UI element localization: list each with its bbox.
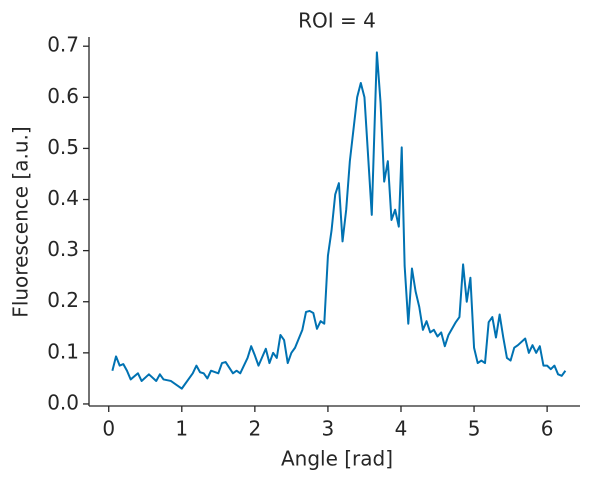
- x-tick-label: 0: [102, 417, 115, 441]
- x-tick-label: 3: [322, 417, 335, 441]
- chart-title: ROI = 4: [298, 9, 376, 33]
- y-tick-label: 0.1: [47, 339, 79, 363]
- y-axis-label: Fluorescence [a.u.]: [9, 126, 33, 317]
- y-tick-label: 0.0: [47, 390, 79, 414]
- y-tick-label: 0.2: [47, 288, 79, 312]
- x-axis-label: Angle [rad]: [281, 447, 393, 471]
- x-tick-label: 4: [395, 417, 408, 441]
- y-tick-label: 0.5: [47, 135, 79, 159]
- y-tick-label: 0.4: [47, 186, 79, 210]
- y-tick-label: 0.6: [47, 84, 79, 108]
- x-tick-label: 2: [248, 417, 261, 441]
- x-tick-label: 5: [468, 417, 481, 441]
- x-tick-label: 6: [541, 417, 554, 441]
- data-line: [111, 51, 567, 390]
- y-tick-label: 0.7: [47, 33, 79, 57]
- y-tick-label: 0.3: [47, 237, 79, 261]
- x-tick-label: 1: [175, 417, 188, 441]
